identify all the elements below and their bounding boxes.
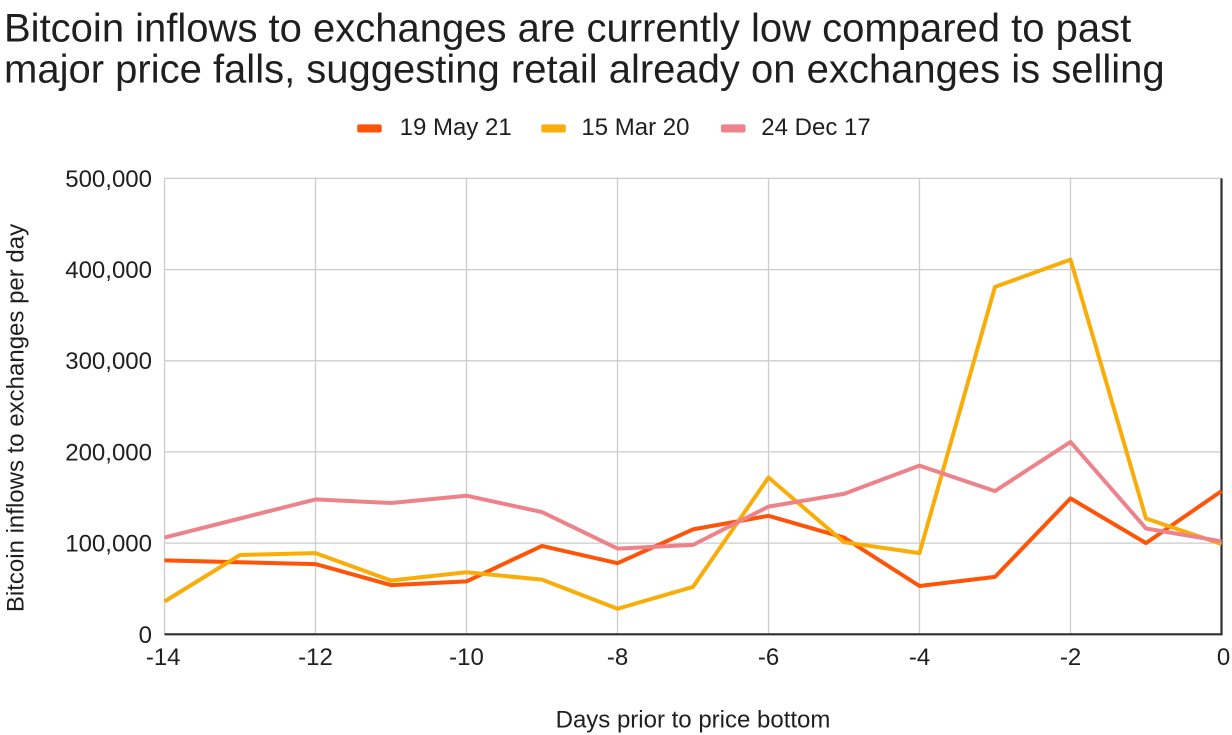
svg-text:500,000: 500,000 [65,166,152,193]
svg-text:19 May 21: 19 May 21 [400,114,512,141]
svg-text:100,000: 100,000 [65,531,152,558]
svg-text:-6: -6 [758,644,779,671]
svg-text:0: 0 [139,622,152,649]
svg-text:-12: -12 [298,644,333,671]
svg-text:-2: -2 [1060,644,1081,671]
svg-text:-8: -8 [607,644,628,671]
svg-text:Bitcoin inflows to exchanges a: Bitcoin inflows to exchanges are current… [4,7,1131,51]
svg-text:0: 0 [1217,644,1230,671]
svg-text:major price falls, suggesting: major price falls, suggesting retail alr… [4,47,1165,91]
svg-text:15 Mar 20: 15 Mar 20 [581,114,689,141]
svg-text:-14: -14 [146,644,181,671]
svg-text:Bitcoin inflows to exchanges p: Bitcoin inflows to exchanges per day [3,224,30,612]
svg-text:Days prior to price bottom: Days prior to price bottom [556,706,831,733]
svg-text:-10: -10 [449,644,484,671]
svg-text:300,000: 300,000 [65,348,152,375]
svg-text:400,000: 400,000 [65,257,152,284]
svg-text:24 Dec 17: 24 Dec 17 [761,114,870,141]
svg-text:200,000: 200,000 [65,439,152,466]
svg-text:-4: -4 [909,644,930,671]
